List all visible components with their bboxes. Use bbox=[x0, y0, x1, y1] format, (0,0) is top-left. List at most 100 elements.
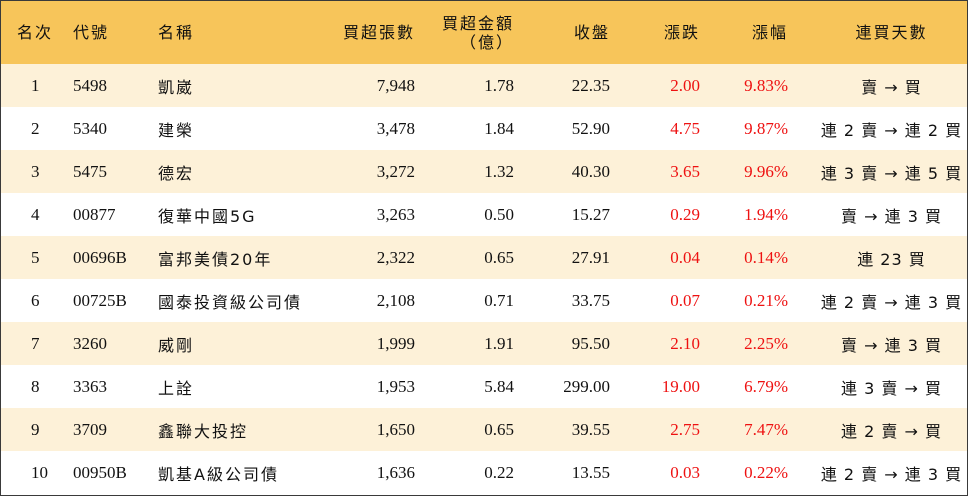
header-name: 名稱 bbox=[158, 23, 195, 42]
close-cell: 15.27 bbox=[571, 204, 610, 224]
net-amount-cell: 5.84 bbox=[484, 376, 514, 396]
name-cell: 凱崴 bbox=[158, 77, 195, 97]
net-amount-cell: 0.65 bbox=[484, 419, 514, 439]
streak-cell: 賣 → 連 3 買 bbox=[841, 335, 942, 355]
close-cell: 299.00 bbox=[563, 376, 610, 396]
table-body: 1 5498 凱崴 7,948 1.78 22.35 2.00 9.83% 賣 → 買 2 5340… bbox=[1, 64, 967, 494]
name-cell: 復華中國5G bbox=[158, 206, 257, 226]
rank-cell: 8 bbox=[31, 376, 40, 396]
streak-cell: 連 23 買 bbox=[857, 249, 926, 269]
header-close: 收盤 bbox=[573, 23, 610, 42]
net-lots-cell: 1,999 bbox=[376, 333, 415, 353]
change-cell: 2.75 bbox=[670, 419, 700, 439]
header-rank: 名次 bbox=[17, 23, 54, 42]
change-cell: 0.04 bbox=[670, 247, 700, 267]
table-row: 2 5340 建榮 3,478 1.84 52.90 4.75 9.87% 連 2 賣 → 連 … bbox=[1, 107, 967, 150]
name-cell: 德宏 bbox=[158, 163, 195, 183]
header-net-amount-line2: （億） bbox=[459, 32, 514, 52]
streak-cell: 連 2 賣 → 連 2 買 bbox=[820, 120, 963, 140]
close-cell: 39.55 bbox=[571, 419, 610, 439]
code-cell: 5475 bbox=[73, 161, 107, 181]
rank-cell: 2 bbox=[31, 118, 40, 138]
name-cell: 上詮 bbox=[158, 378, 195, 398]
net-lots-cell: 1,650 bbox=[376, 419, 415, 439]
pct-cell: 1.94% bbox=[744, 204, 788, 224]
pct-cell: 7.47% bbox=[744, 419, 788, 439]
change-cell: 19.00 bbox=[661, 376, 700, 396]
pct-cell: 9.96% bbox=[744, 161, 788, 181]
close-cell: 40.30 bbox=[571, 161, 610, 181]
header-streak: 連買天數 bbox=[855, 23, 928, 42]
code-cell: 3709 bbox=[73, 419, 107, 439]
rank-cell: 10 bbox=[31, 462, 48, 482]
header-net-amount: 買超金額 （億） bbox=[435, 1, 538, 64]
pct-cell: 9.83% bbox=[744, 75, 788, 95]
code-cell: 00696B bbox=[73, 247, 127, 267]
change-cell: 0.29 bbox=[670, 204, 700, 224]
close-cell: 27.91 bbox=[571, 247, 610, 267]
name-cell: 富邦美債20年 bbox=[158, 249, 273, 269]
change-cell: 2.00 bbox=[670, 75, 700, 95]
close-cell: 33.75 bbox=[571, 290, 610, 310]
code-cell: 00950B bbox=[73, 462, 127, 482]
change-cell: 4.75 bbox=[670, 118, 700, 138]
net-lots-cell: 2,108 bbox=[376, 290, 415, 310]
close-cell: 52.90 bbox=[571, 118, 610, 138]
net-amount-cell: 0.22 bbox=[484, 462, 514, 482]
pct-cell: 0.21% bbox=[744, 290, 788, 310]
header-code: 代號 bbox=[73, 23, 110, 42]
rank-cell: 3 bbox=[31, 161, 40, 181]
name-cell: 國泰投資級公司債 bbox=[158, 292, 303, 312]
rank-cell: 1 bbox=[31, 75, 40, 95]
code-cell: 3260 bbox=[73, 333, 107, 353]
net-lots-cell: 2,322 bbox=[376, 247, 415, 267]
streak-cell: 連 2 賣 → 連 3 買 bbox=[820, 292, 963, 312]
rank-cell: 4 bbox=[31, 204, 40, 224]
streak-cell: 連 3 賣 → 連 5 買 bbox=[820, 163, 963, 183]
change-cell: 3.65 bbox=[670, 161, 700, 181]
net-lots-cell: 7,948 bbox=[376, 75, 415, 95]
code-cell: 00725B bbox=[73, 290, 127, 310]
table-row: 8 3363 上詮 1,953 5.84 299.00 19.00 6.79% 連 3 賣 → … bbox=[1, 365, 967, 408]
net-lots-cell: 3,478 bbox=[376, 118, 415, 138]
table-row: 4 00877 復華中國5G 3,263 0.50 15.27 0.29 1.94% 賣 → 連… bbox=[1, 193, 967, 236]
header-row: 名次 代號 名稱 買超張數 買超金額 （億） 收盤 漲跌 漲幅 連買天數 bbox=[1, 1, 967, 64]
header-change: 漲跌 bbox=[663, 23, 700, 42]
net-amount-cell: 1.84 bbox=[484, 118, 514, 138]
close-cell: 22.35 bbox=[571, 75, 610, 95]
net-amount-cell: 0.50 bbox=[484, 204, 514, 224]
name-cell: 鑫聯大投控 bbox=[158, 421, 249, 441]
rank-cell: 7 bbox=[31, 333, 40, 353]
header-net-lots: 買超張數 bbox=[342, 23, 415, 42]
pct-cell: 9.87% bbox=[744, 118, 788, 138]
name-cell: 凱基A級公司債 bbox=[158, 464, 279, 484]
table-row: 1 5498 凱崴 7,948 1.78 22.35 2.00 9.83% 賣 → 買 bbox=[1, 64, 967, 107]
pct-cell: 0.14% bbox=[744, 247, 788, 267]
header-pct: 漲幅 bbox=[751, 23, 788, 42]
code-cell: 00877 bbox=[73, 204, 116, 224]
name-cell: 威剛 bbox=[158, 335, 195, 355]
code-cell: 3363 bbox=[73, 376, 107, 396]
close-cell: 95.50 bbox=[571, 333, 610, 353]
streak-cell: 連 3 賣 → 買 bbox=[841, 378, 942, 398]
net-amount-cell: 0.65 bbox=[484, 247, 514, 267]
table-row: 5 00696B 富邦美債20年 2,322 0.65 27.91 0.04 0.14% 連 2… bbox=[1, 236, 967, 279]
table-row: 3 5475 德宏 3,272 1.32 40.30 3.65 9.96% 連 3 賣 → 連 … bbox=[1, 150, 967, 193]
net-lots-cell: 3,272 bbox=[376, 161, 415, 181]
table-row: 9 3709 鑫聯大投控 1,650 0.65 39.55 2.75 7.47% 連 2 賣 →… bbox=[1, 408, 967, 451]
net-amount-cell: 1.91 bbox=[484, 333, 514, 353]
table-row: 7 3260 威剛 1,999 1.91 95.50 2.10 2.25% 賣 → 連 3 買 bbox=[1, 322, 967, 365]
pct-cell: 0.22% bbox=[744, 462, 788, 482]
table-row: 6 00725B 國泰投資級公司債 2,108 0.71 33.75 0.07 0.21% 連 … bbox=[1, 279, 967, 322]
net-lots-cell: 1,636 bbox=[376, 462, 415, 482]
change-cell: 0.07 bbox=[670, 290, 700, 310]
pct-cell: 6.79% bbox=[744, 376, 788, 396]
net-lots-cell: 1,953 bbox=[376, 376, 415, 396]
rank-cell: 5 bbox=[31, 247, 40, 267]
streak-cell: 連 2 賣 → 買 bbox=[841, 421, 942, 441]
net-amount-cell: 1.78 bbox=[484, 75, 514, 95]
net-amount-cell: 0.71 bbox=[484, 290, 514, 310]
streak-cell: 賣 → 買 bbox=[861, 77, 922, 97]
